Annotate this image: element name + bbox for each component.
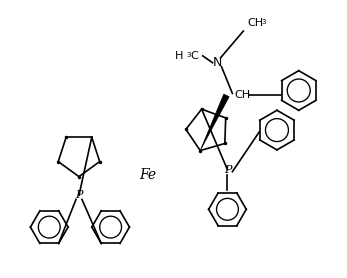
Text: CH: CH	[234, 90, 251, 100]
Text: N: N	[213, 56, 222, 69]
Text: CH: CH	[247, 18, 263, 28]
Text: Fe: Fe	[140, 168, 157, 182]
Text: P: P	[75, 190, 83, 200]
Text: P: P	[224, 165, 231, 175]
Text: 3: 3	[261, 19, 265, 25]
Text: 3: 3	[187, 52, 191, 58]
Text: C: C	[191, 51, 198, 61]
Text: H: H	[175, 51, 183, 61]
Polygon shape	[200, 94, 229, 151]
